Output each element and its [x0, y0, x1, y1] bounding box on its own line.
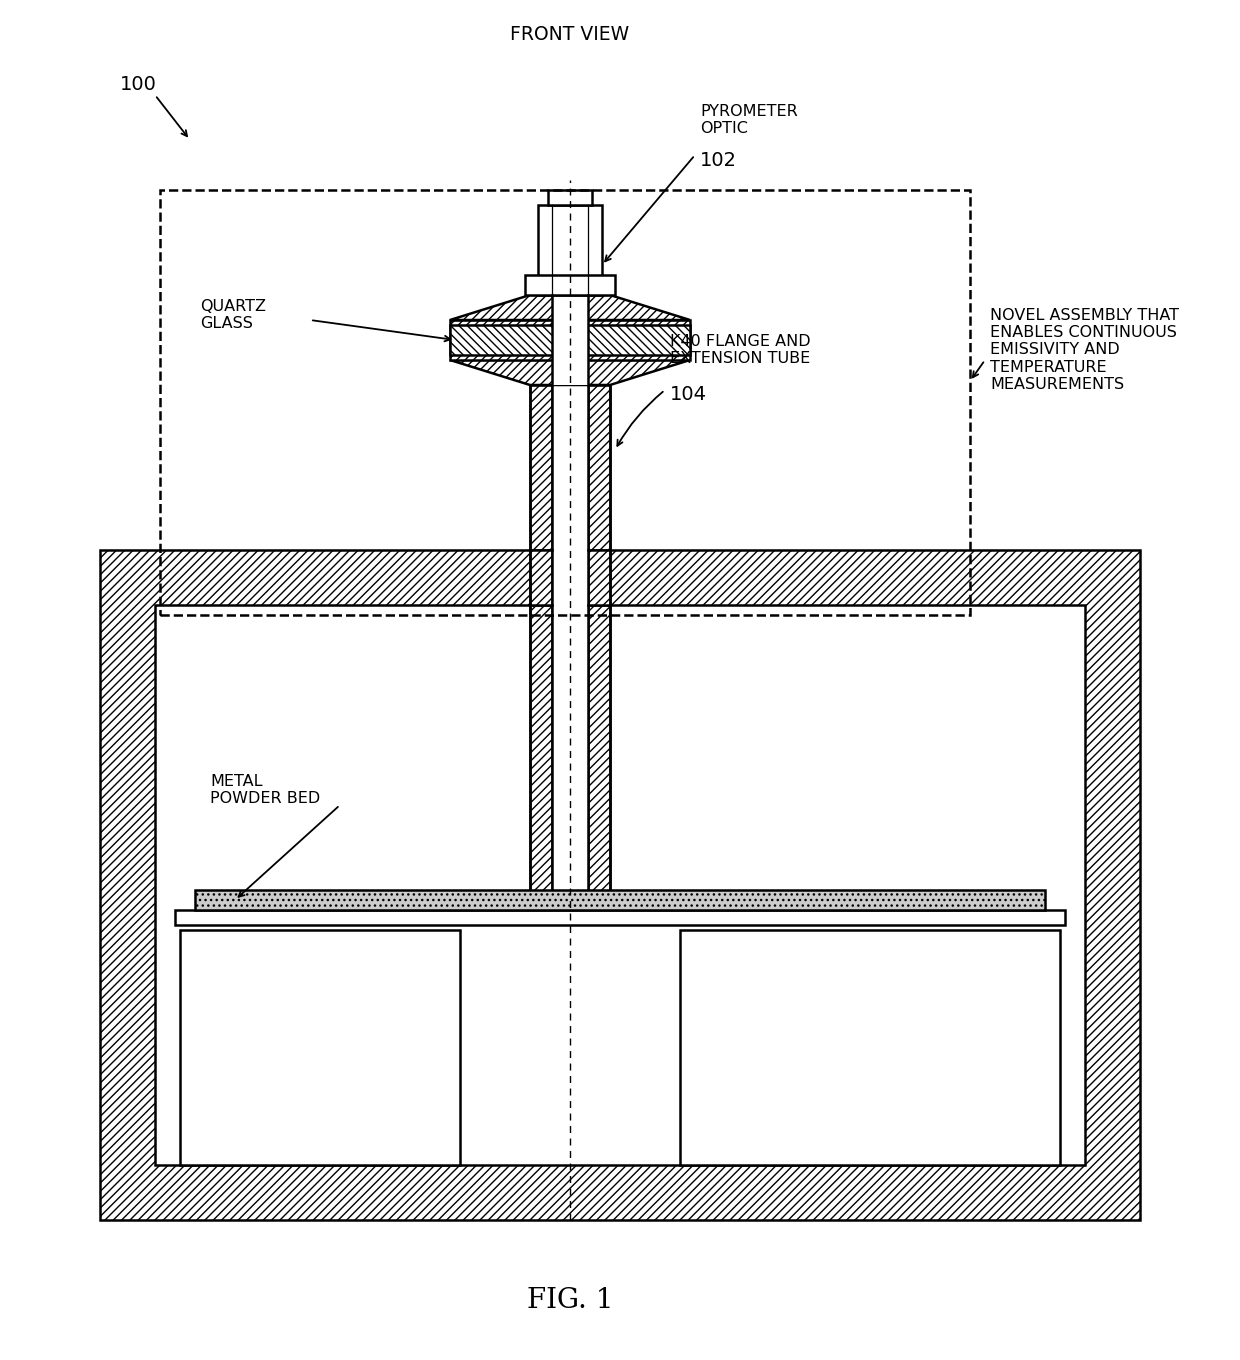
Bar: [155, 605, 1085, 1166]
Bar: [552, 549, 588, 605]
Text: NOVEL ASSEMBLY THAT
ENABLES CONTINUOUS
EMISSIVITY AND
TEMPERATURE
MEASUREMENTS: NOVEL ASSEMBLY THAT ENABLES CONTINUOUS E…: [990, 307, 1179, 392]
Bar: [548, 190, 593, 205]
Bar: [450, 325, 689, 355]
Bar: [180, 930, 460, 1166]
Bar: [175, 910, 1065, 925]
Text: METAL
POWDER BED: METAL POWDER BED: [210, 774, 320, 806]
Bar: [525, 275, 615, 295]
Bar: [450, 320, 689, 360]
Bar: [552, 605, 588, 895]
Bar: [552, 295, 588, 385]
Text: QUARTZ
GLASS: QUARTZ GLASS: [200, 299, 267, 332]
Bar: [529, 605, 552, 895]
Bar: [160, 190, 970, 615]
Bar: [529, 549, 552, 605]
Polygon shape: [450, 360, 689, 385]
Text: PYROMETER
OPTIC: PYROMETER OPTIC: [701, 103, 797, 136]
Bar: [195, 889, 1045, 910]
Polygon shape: [450, 295, 689, 320]
Bar: [588, 549, 610, 605]
Bar: [588, 605, 610, 895]
Text: FRONT VIEW: FRONT VIEW: [511, 26, 630, 45]
Bar: [529, 385, 552, 549]
Text: K40 FLANGE AND
EXTENSION TUBE: K40 FLANGE AND EXTENSION TUBE: [670, 333, 811, 366]
Bar: [100, 549, 1140, 1220]
Bar: [552, 385, 588, 549]
Bar: [588, 385, 610, 549]
Text: 100: 100: [120, 76, 157, 94]
Text: 104: 104: [670, 385, 707, 404]
Text: FIG. 1: FIG. 1: [527, 1287, 614, 1314]
Text: 102: 102: [701, 151, 737, 170]
Bar: [680, 930, 1060, 1166]
Bar: [538, 205, 601, 295]
